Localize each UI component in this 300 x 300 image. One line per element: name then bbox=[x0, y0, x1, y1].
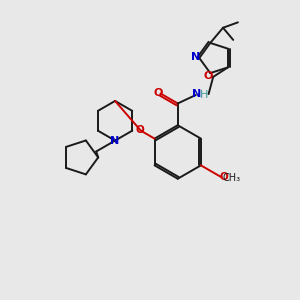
Text: N: N bbox=[191, 52, 200, 62]
Text: O: O bbox=[154, 88, 163, 98]
Text: CH₃: CH₃ bbox=[222, 173, 241, 183]
Text: H: H bbox=[200, 90, 208, 100]
Text: O: O bbox=[204, 71, 213, 81]
Text: N: N bbox=[110, 136, 120, 146]
Text: O: O bbox=[219, 172, 228, 182]
Text: N: N bbox=[192, 89, 201, 99]
Text: O: O bbox=[136, 125, 144, 135]
